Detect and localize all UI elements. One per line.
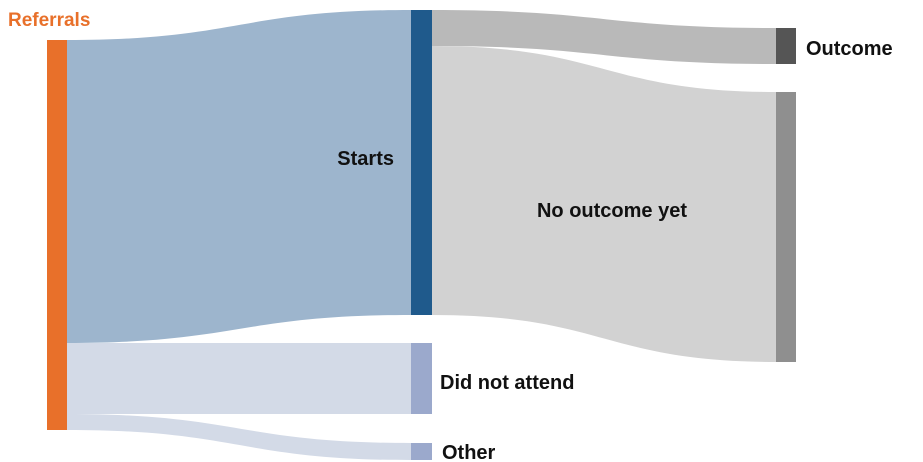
node-other: [411, 443, 432, 460]
node-did-not-attend: [411, 343, 432, 414]
link-referrals-to-starts: [67, 10, 411, 343]
link-referrals-to-did-not-attend: [67, 343, 411, 414]
link-starts-to-outcome: [432, 10, 776, 64]
label-referrals: Referrals: [8, 10, 90, 31]
node-no-outcome-yet: [776, 92, 796, 362]
link-referrals-to-other: [67, 414, 411, 460]
node-starts: [411, 10, 432, 315]
node-outcome: [776, 28, 796, 64]
label-starts: Starts: [337, 148, 394, 170]
label-no-outcome-yet: No outcome yet: [537, 200, 687, 222]
node-referrals: [47, 40, 67, 430]
label-did-not-attend: Did not attend: [440, 372, 574, 394]
label-other: Other: [442, 442, 496, 462]
label-outcome: Outcome: [806, 38, 893, 60]
link-starts-to-no-outcome-yet: [432, 46, 776, 362]
